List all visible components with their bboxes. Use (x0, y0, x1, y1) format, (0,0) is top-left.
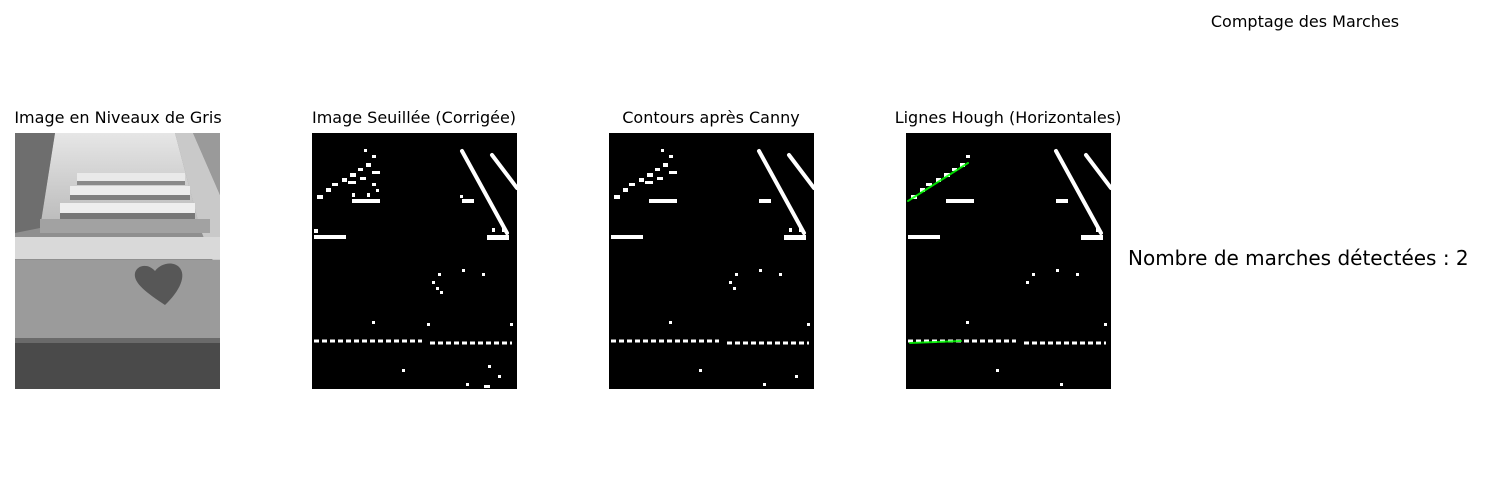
panel-title-hough: Lignes Hough (Horizontales) (894, 108, 1122, 127)
panel-canny (609, 133, 814, 389)
panel-title-threshold: Image Seuillée (Corrigée) (311, 108, 517, 127)
hough-line-marks (907, 162, 969, 344)
hough-line-2 (909, 340, 962, 344)
canny-edges-image-icon (609, 133, 814, 389)
panel-hough (906, 133, 1111, 389)
panel-title-grayscale: Image en Niveaux de Gris (14, 108, 222, 127)
figure-suptitle: Comptage des Marches (1210, 12, 1400, 31)
panel-threshold (312, 133, 517, 389)
hough-lines-image-icon (906, 133, 1111, 389)
hough-line-1 (907, 162, 969, 202)
thresholded-binary-image-icon (312, 133, 517, 389)
step-count-result: Nombre de marches détectées : 2 (1128, 246, 1469, 270)
panel-title-canny: Contours après Canny (622, 108, 800, 127)
grayscale-stairs-photo-icon (15, 133, 220, 389)
panel-grayscale (15, 133, 220, 389)
